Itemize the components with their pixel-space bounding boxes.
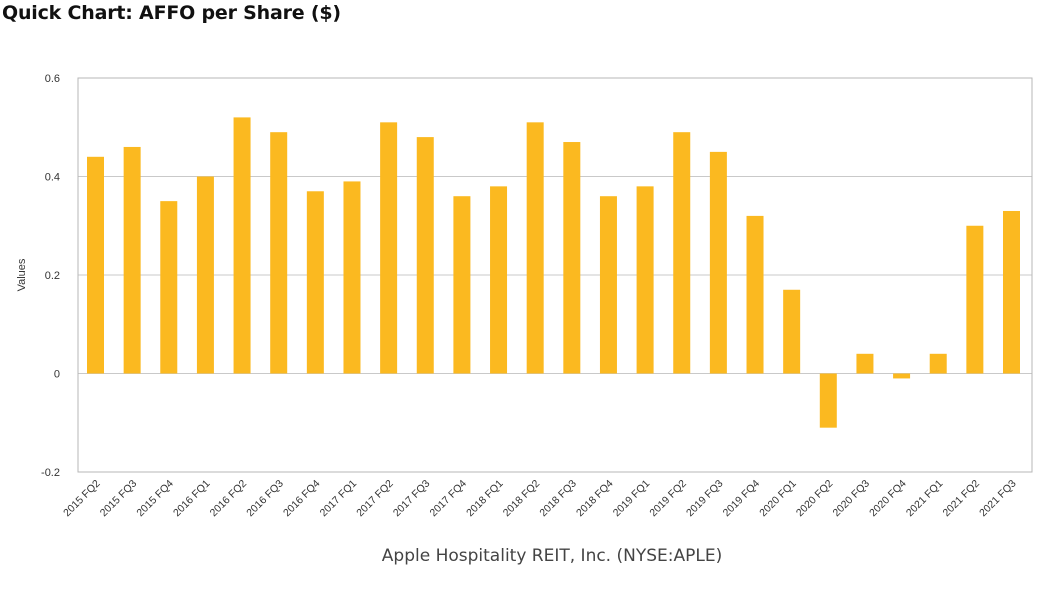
- bars: [87, 117, 1020, 428]
- x-tick-label: 2019 FQ3: [684, 478, 726, 520]
- x-tick-label: 2019 FQ1: [611, 478, 653, 520]
- chart-caption: Apple Hospitality REIT, Inc. (NYSE:APLE): [381, 546, 723, 566]
- x-tick-label: 2015 FQ3: [98, 478, 140, 520]
- x-tick-label: 2018 FQ3: [537, 478, 579, 520]
- bar[interactable]: [526, 122, 544, 374]
- bar[interactable]: [270, 132, 288, 374]
- y-tick-label: 0.6: [45, 73, 60, 85]
- bar[interactable]: [306, 191, 324, 374]
- y-tick-label: -0.2: [41, 467, 60, 479]
- x-tick-label: 2016 FQ3: [244, 478, 286, 520]
- x-tick-label: 2018 FQ2: [501, 478, 543, 520]
- x-tick-label: 2020 FQ3: [831, 478, 873, 520]
- y-axis-ticks: -0.2 0 0.2 0.4 0.6: [41, 73, 60, 479]
- bar[interactable]: [893, 373, 911, 379]
- bar[interactable]: [673, 132, 691, 374]
- bar[interactable]: [563, 142, 581, 374]
- bar[interactable]: [599, 196, 617, 374]
- bar[interactable]: [1003, 210, 1020, 374]
- x-tick-label: 2020 FQ4: [867, 478, 909, 520]
- chart-title: Quick Chart: AFFO per Share ($): [2, 2, 341, 24]
- x-tick-label: 2015 FQ4: [134, 478, 176, 520]
- bar[interactable]: [709, 151, 727, 374]
- bar[interactable]: [196, 176, 214, 374]
- x-tick-label: 2016 FQ2: [208, 478, 250, 520]
- bar[interactable]: [819, 373, 837, 428]
- bar[interactable]: [416, 137, 434, 374]
- plot-frame: [77, 77, 1033, 473]
- bar[interactable]: [453, 196, 471, 374]
- x-tick-label: 2021 FQ2: [940, 478, 982, 520]
- x-tick-label: 2016 FQ1: [171, 478, 213, 520]
- bar[interactable]: [783, 289, 801, 374]
- x-tick-label: 2018 FQ4: [574, 478, 616, 520]
- bar[interactable]: [929, 353, 947, 374]
- bar[interactable]: [490, 186, 508, 374]
- bar[interactable]: [160, 201, 178, 374]
- bar[interactable]: [746, 215, 764, 374]
- bar[interactable]: [87, 156, 104, 374]
- bar[interactable]: [233, 117, 251, 374]
- bar[interactable]: [123, 146, 141, 374]
- x-tick-label: 2020 FQ1: [757, 478, 799, 520]
- bar[interactable]: [856, 353, 874, 374]
- y-tick-label: 0.2: [45, 270, 60, 282]
- x-tick-label: 2017 FQ3: [391, 478, 433, 520]
- x-tick-label: 2015 FQ2: [61, 478, 103, 520]
- x-tick-label: 2020 FQ2: [794, 478, 836, 520]
- x-tick-label: 2017 FQ2: [354, 478, 396, 520]
- bar[interactable]: [966, 225, 984, 374]
- x-tick-label: 2021 FQ1: [904, 478, 946, 520]
- x-tick-label: 2019 FQ4: [721, 478, 763, 520]
- gridlines: [78, 176, 1032, 374]
- x-tick-label: 2017 FQ4: [428, 478, 470, 520]
- y-tick-label: 0: [54, 369, 60, 381]
- x-tick-label: 2017 FQ1: [318, 478, 360, 520]
- x-tick-label: 2019 FQ2: [647, 478, 689, 520]
- x-tick-label: 2018 FQ1: [464, 478, 506, 520]
- x-tick-label: 2016 FQ4: [281, 478, 323, 520]
- y-tick-label: 0.4: [45, 172, 60, 184]
- bar[interactable]: [380, 122, 398, 374]
- bar[interactable]: [636, 186, 654, 374]
- x-tick-label: 2021 FQ3: [977, 478, 1019, 520]
- bar[interactable]: [343, 181, 361, 374]
- y-axis-label: Values: [16, 258, 28, 291]
